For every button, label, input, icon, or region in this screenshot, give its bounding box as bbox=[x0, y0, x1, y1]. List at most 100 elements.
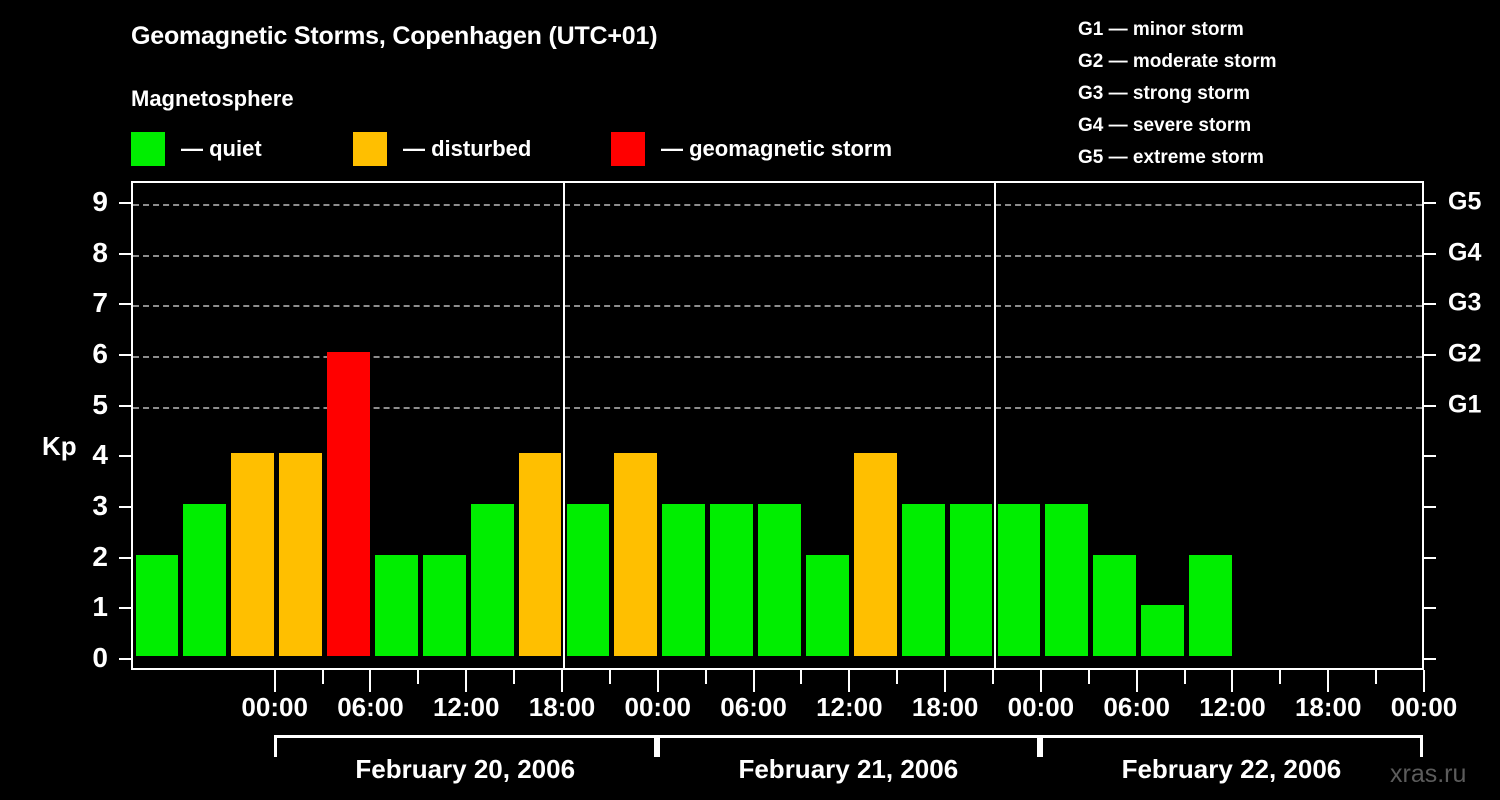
bar bbox=[135, 554, 179, 656]
x-tick-mark bbox=[800, 670, 803, 684]
day-separator-2 bbox=[994, 183, 996, 668]
y-tick-label-2: 2 bbox=[92, 540, 108, 572]
x-tick-label: 06:00 bbox=[1103, 692, 1170, 722]
y-tick-mark-right-9 bbox=[1424, 202, 1436, 204]
x-tick-mark bbox=[1327, 670, 1330, 692]
x-tick-mark bbox=[369, 670, 372, 692]
bar bbox=[422, 554, 466, 656]
gridline-kp-7 bbox=[133, 305, 1422, 308]
bar bbox=[710, 504, 754, 656]
y-tick-label-4: 4 bbox=[92, 439, 108, 471]
y-tick-label-7: 7 bbox=[92, 287, 108, 319]
bar bbox=[183, 504, 227, 656]
bar bbox=[518, 453, 562, 656]
legend-item-disturbed: — disturbed bbox=[353, 132, 531, 166]
legend-swatch-quiet-icon bbox=[131, 132, 165, 166]
watermark: xras.ru bbox=[1390, 760, 1467, 788]
x-tick-mark bbox=[513, 670, 516, 684]
x-tick-mark bbox=[896, 670, 899, 684]
x-tick-mark bbox=[321, 670, 324, 684]
y-tick-mark-1 bbox=[119, 607, 131, 610]
gridline-kp-6 bbox=[133, 356, 1422, 358]
x-tick-mark bbox=[944, 670, 947, 692]
g-axis-label-G3: G3 bbox=[1448, 288, 1482, 317]
g-scale-row-2: G2 — moderate storm bbox=[1078, 51, 1277, 72]
y-tick-label-9: 9 bbox=[92, 186, 108, 217]
y-tick-mark-right-1 bbox=[1424, 607, 1436, 610]
x-tick-mark bbox=[704, 670, 707, 684]
gridline-kp-9 bbox=[133, 204, 1422, 206]
day-separator-1 bbox=[563, 183, 565, 668]
x-tick-label: 18:00 bbox=[911, 692, 979, 722]
y-axis-label: Kp bbox=[42, 431, 77, 461]
bar bbox=[758, 504, 801, 656]
x-tick-label: 00:00 bbox=[1007, 692, 1075, 722]
y-tick-mark-3 bbox=[119, 506, 131, 508]
page-title: Geomagnetic Storms, Copenhagen (UTC+01) bbox=[131, 22, 658, 50]
x-tick-mark bbox=[273, 670, 276, 692]
bar bbox=[662, 504, 706, 656]
y-tick-mark-0 bbox=[119, 658, 131, 660]
x-tick-mark bbox=[608, 670, 611, 684]
bar bbox=[1141, 605, 1185, 656]
bar bbox=[279, 453, 323, 656]
legend-item-quiet: — quiet bbox=[131, 132, 262, 166]
x-tick-label: 06:00 bbox=[720, 692, 787, 722]
x-tick-label: 06:00 bbox=[337, 692, 404, 722]
bar bbox=[997, 504, 1041, 656]
day-bracket-3 bbox=[1039, 735, 1423, 757]
g-scale-row-5: G5 — extreme storm bbox=[1078, 147, 1264, 168]
bar bbox=[1045, 504, 1089, 656]
y-tick-mark-right-6 bbox=[1424, 354, 1436, 356]
x-tick-mark bbox=[848, 670, 851, 692]
bar bbox=[374, 554, 418, 656]
gridline-kp-8 bbox=[133, 254, 1422, 257]
bar bbox=[566, 504, 610, 656]
y-tick-mark-4 bbox=[119, 455, 131, 458]
y-tick-label-8: 8 bbox=[92, 236, 108, 268]
x-tick-mark bbox=[1375, 670, 1378, 684]
x-tick-mark bbox=[656, 670, 659, 692]
y-tick-mark-right-5 bbox=[1424, 404, 1436, 407]
g-scale-row-1: G1 — minor storm bbox=[1078, 19, 1244, 40]
y-tick-mark-right-0 bbox=[1424, 658, 1436, 660]
bar bbox=[327, 352, 370, 656]
x-tick-mark bbox=[1279, 670, 1282, 684]
x-tick-mark bbox=[561, 670, 563, 692]
day-bracket-2 bbox=[656, 735, 1040, 757]
x-tick-mark bbox=[752, 670, 755, 692]
x-tick-mark bbox=[1423, 670, 1425, 692]
y-tick-mark-9 bbox=[119, 202, 131, 204]
x-tick-label: 12:00 bbox=[816, 692, 883, 722]
g-axis-label-G5: G5 bbox=[1448, 187, 1482, 216]
x-tick-label: 12:00 bbox=[1199, 692, 1266, 722]
y-tick-label-1: 1 bbox=[92, 591, 108, 623]
legend-label-disturbed: — disturbed bbox=[403, 136, 532, 161]
day-label-1: February 20, 2006 bbox=[355, 754, 576, 784]
legend-item-storm: — geomagnetic storm bbox=[611, 132, 892, 166]
y-tick-label-5: 5 bbox=[92, 388, 108, 420]
y-tick-mark-right-4 bbox=[1424, 455, 1436, 458]
plot-area bbox=[131, 181, 1424, 670]
bar-series bbox=[133, 183, 1422, 668]
chart-subtitle: Magnetosphere bbox=[131, 86, 294, 111]
bar bbox=[805, 554, 849, 656]
y-tick-mark-5 bbox=[119, 404, 131, 407]
x-tick-mark bbox=[417, 670, 420, 684]
gridline-kp-5 bbox=[133, 406, 1422, 409]
g-axis-label-G4: G4 bbox=[1448, 238, 1482, 267]
y-tick-mark-right-8 bbox=[1424, 252, 1436, 255]
x-tick-mark bbox=[992, 670, 994, 684]
x-tick-mark bbox=[1231, 670, 1234, 692]
g-scale-row-4: G4 — severe storm bbox=[1078, 115, 1252, 136]
day-label-3: February 22, 2006 bbox=[1121, 754, 1342, 784]
legend-label-quiet: — quiet bbox=[181, 136, 262, 161]
day-label-2: February 21, 2006 bbox=[738, 754, 959, 784]
x-tick-label: 00:00 bbox=[241, 692, 308, 722]
x-tick-mark bbox=[1039, 670, 1042, 692]
y-tick-mark-right-7 bbox=[1424, 303, 1436, 306]
y-tick-mark-2 bbox=[119, 556, 131, 559]
y-tick-label-3: 3 bbox=[92, 490, 108, 521]
x-tick-label: 00:00 bbox=[1390, 692, 1458, 722]
